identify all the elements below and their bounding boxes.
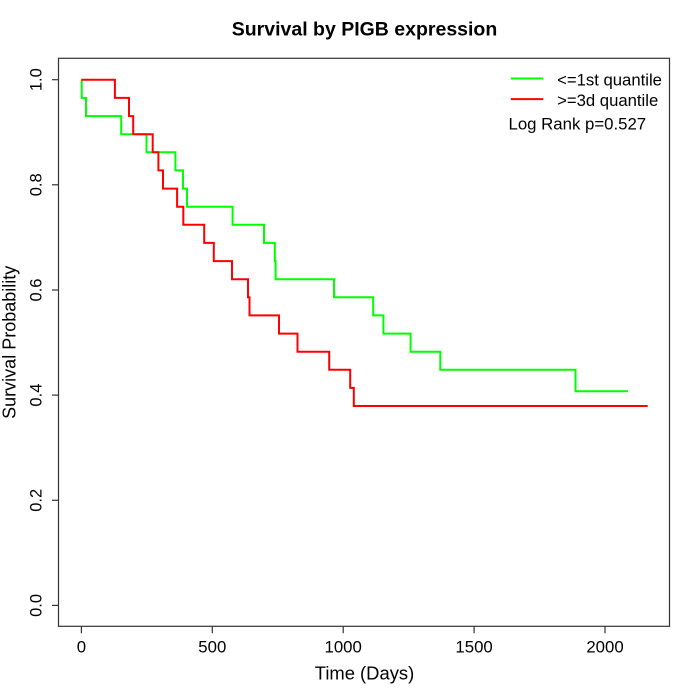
svg-text:0.4: 0.4: [28, 384, 46, 407]
svg-text:0.2: 0.2: [28, 489, 46, 512]
svg-text:2000: 2000: [586, 637, 623, 656]
svg-text:0.0: 0.0: [28, 594, 46, 617]
svg-text:0.6: 0.6: [28, 279, 46, 302]
svg-text:1000: 1000: [325, 637, 362, 656]
svg-text:Log Rank p=0.527: Log Rank p=0.527: [509, 115, 647, 134]
svg-text:>=3d quantile: >=3d quantile: [557, 91, 658, 110]
svg-text:0: 0: [77, 637, 86, 656]
svg-text:Survival by PIGB expression: Survival by PIGB expression: [232, 19, 498, 41]
svg-text:1500: 1500: [455, 637, 492, 656]
svg-text:500: 500: [198, 637, 226, 656]
svg-text:1.0: 1.0: [28, 68, 46, 91]
svg-text:Time (Days): Time (Days): [315, 663, 414, 684]
svg-text:0.8: 0.8: [28, 173, 46, 196]
svg-text:<=1st quantile: <=1st quantile: [557, 71, 662, 90]
svg-text:Survival Probability: Survival Probability: [0, 266, 20, 419]
